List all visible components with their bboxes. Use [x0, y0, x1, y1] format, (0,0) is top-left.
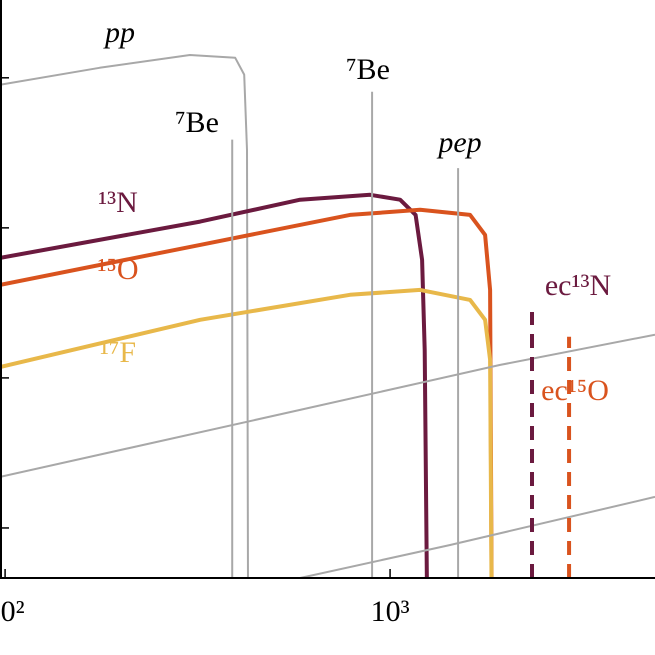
spectrum-line	[0, 207, 494, 578]
spectrum-line	[0, 54, 249, 578]
curve-label: pp	[103, 16, 135, 49]
curve-label: ⁷Be	[346, 53, 390, 86]
curve-label: ⁷Be	[175, 106, 219, 139]
spectrum-line	[299, 495, 655, 578]
spectrum-line	[0, 192, 429, 578]
x-tick-label: 10³	[371, 595, 410, 628]
x-tick-label: 10²	[0, 595, 25, 628]
spectrum-line	[0, 333, 655, 478]
spectrum-line	[0, 287, 494, 578]
curve-label: ¹⁷F	[100, 336, 136, 369]
curve-label: pep	[436, 126, 481, 159]
curve-label: ¹³N	[98, 186, 138, 219]
curve-label: ec¹³N	[545, 269, 611, 302]
plot-area	[0, 54, 655, 578]
curve-label: ec¹⁵O	[541, 374, 609, 407]
curve-label: ¹⁵O	[97, 253, 138, 286]
